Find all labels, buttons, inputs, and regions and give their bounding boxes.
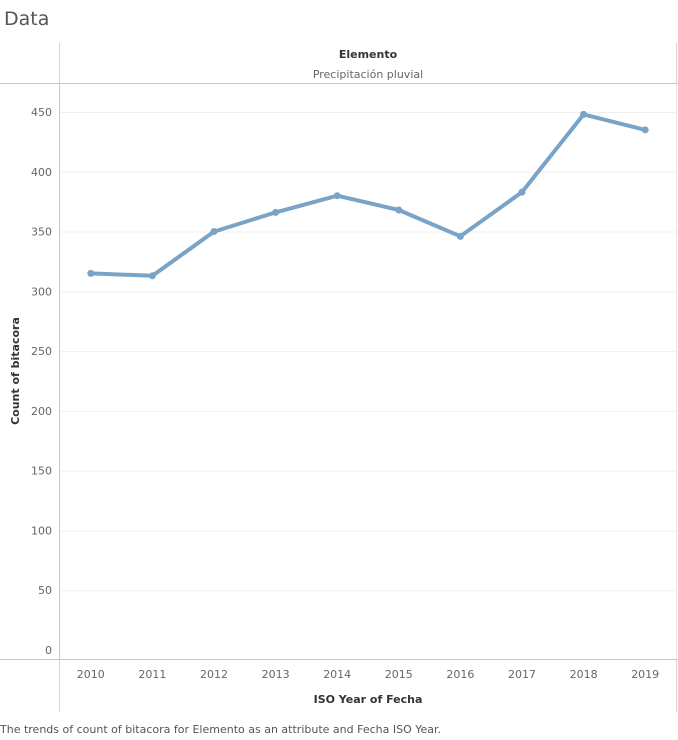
- y-tick-label: 250: [31, 345, 52, 358]
- series-layer: [87, 110, 649, 280]
- x-tick-labels: 2010 2011 2012 2013 2014 2015 2016 2017 2018 2019: [77, 668, 659, 681]
- y-tick-label: 50: [38, 584, 52, 597]
- data-point[interactable]: [580, 110, 588, 118]
- data-point[interactable]: [210, 228, 218, 236]
- y-tick-label: 300: [31, 285, 52, 298]
- gridlines: [60, 112, 676, 592]
- y-tick-label: 400: [31, 166, 52, 179]
- column-header: Elemento Precipitación pluvial: [0, 43, 678, 84]
- x-tick-label: 2017: [508, 668, 536, 681]
- x-tick-label: 2018: [570, 668, 598, 681]
- data-point[interactable]: [395, 206, 403, 214]
- data-point[interactable]: [272, 208, 280, 216]
- y-tick-label: 150: [31, 465, 52, 478]
- data-point[interactable]: [148, 272, 156, 280]
- y-tick-label: 450: [31, 106, 52, 119]
- x-tick-label: 2012: [200, 668, 228, 681]
- x-tick-label: 2011: [138, 668, 166, 681]
- y-tick-label: 200: [31, 405, 52, 418]
- line-chart: Elemento Precipitación pluvial 0 50 100 150…: [0, 43, 678, 712]
- sheet-title: Data: [4, 8, 50, 30]
- x-tick-label: 2019: [631, 668, 659, 681]
- y-tick-label: 100: [31, 524, 52, 537]
- header-title: Elemento: [339, 48, 398, 61]
- x-tick-label: 2015: [385, 668, 413, 681]
- x-tick-label: 2014: [323, 668, 351, 681]
- x-tick-label: 2013: [262, 668, 290, 681]
- x-axis-label: ISO Year of Fecha: [314, 693, 423, 706]
- plot-frame: [0, 84, 678, 712]
- data-point[interactable]: [641, 126, 649, 134]
- y-tick-labels: 0 50 100 150 200 250 300 350 400 450: [31, 106, 52, 657]
- y-tick-label: 0: [45, 644, 52, 657]
- x-tick-label: 2016: [446, 668, 474, 681]
- x-tick-label: 2010: [77, 668, 105, 681]
- series-line: [88, 112, 648, 278]
- data-point[interactable]: [456, 232, 464, 240]
- data-point[interactable]: [333, 192, 341, 200]
- chart-caption: The trends of count of bitacora for Elem…: [0, 723, 441, 736]
- header-value: Precipitación pluvial: [313, 68, 423, 81]
- data-point[interactable]: [518, 188, 526, 196]
- data-point[interactable]: [87, 269, 95, 277]
- y-axis-label: Count of bitacora: [9, 317, 22, 425]
- y-tick-label: 350: [31, 226, 52, 239]
